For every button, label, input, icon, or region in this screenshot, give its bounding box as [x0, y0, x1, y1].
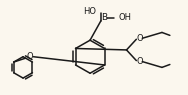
Text: B: B [101, 13, 107, 22]
Text: O: O [27, 52, 33, 61]
Text: O: O [136, 57, 143, 66]
Text: O: O [136, 34, 143, 43]
Text: HO: HO [83, 7, 96, 16]
Text: OH: OH [119, 13, 132, 22]
